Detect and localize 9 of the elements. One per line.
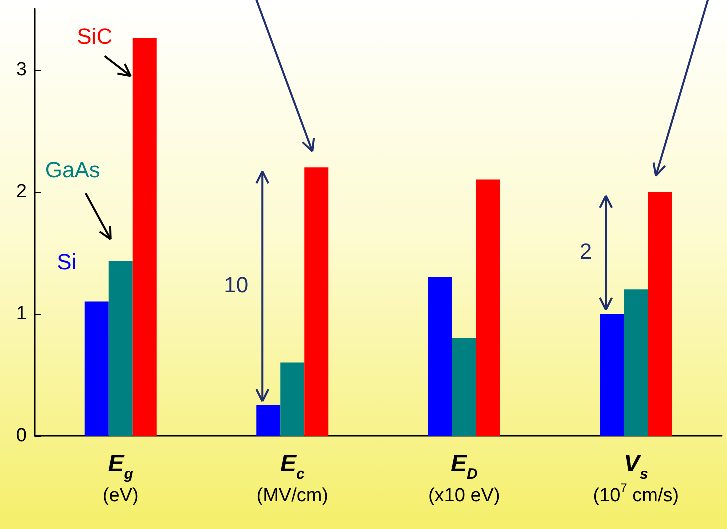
y-tick-label: 0	[16, 426, 27, 446]
series-label: Si	[57, 250, 77, 275]
annotation: 2	[580, 238, 592, 264]
series-label: SiC	[77, 24, 113, 50]
y-tick-label: 2	[16, 182, 27, 202]
y-tick-label: 1	[16, 304, 27, 324]
y-tick-label: 3	[16, 60, 27, 80]
annotation: 10	[224, 272, 249, 298]
text: GaAs	[45, 157, 100, 182]
